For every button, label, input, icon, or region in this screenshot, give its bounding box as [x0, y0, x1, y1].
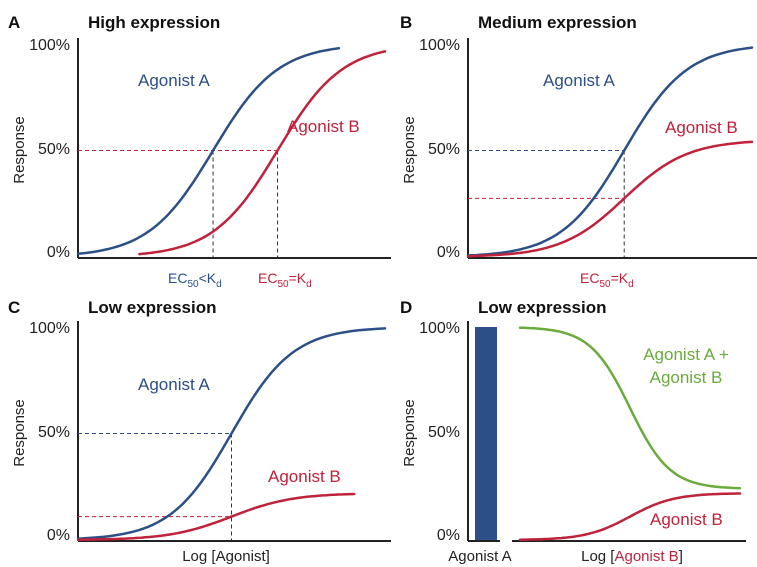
plot-area	[76, 38, 391, 259]
x-axis-label: Log [Agonist]	[182, 548, 270, 565]
ec50-annotation: EC50=Kd	[580, 270, 634, 290]
y-tick-label: 0%	[47, 244, 70, 261]
panel-title: High expression	[88, 13, 220, 32]
series-label: Agonist B	[268, 467, 341, 486]
panel-title: Medium expression	[478, 13, 637, 32]
panel-letter: C	[8, 298, 20, 317]
y-tick-label: 100%	[419, 37, 460, 54]
series-line-agonist-a	[76, 327, 387, 540]
series-line-agonist-b	[138, 50, 387, 256]
series-label: Agonist B	[650, 510, 723, 529]
series-line-agonist-b	[518, 492, 742, 541]
y-axis-label: Response	[11, 399, 28, 467]
series-label: Agonist A +	[643, 345, 729, 364]
y-tick-label: 50%	[428, 424, 460, 441]
y-tick-label: 100%	[29, 320, 70, 337]
series-label: Agonist A	[138, 71, 210, 90]
panel-title: Low expression	[88, 298, 216, 317]
x-axis-label: Log [Agonist B]	[581, 548, 683, 565]
series-line-agonist-b	[466, 140, 754, 258]
series-line-agonist-a	[466, 46, 754, 257]
panel-d: D Low expression Response 100% 50% 0% Ag…	[400, 298, 746, 565]
y-tick-label: 100%	[29, 37, 70, 54]
panel-title: Low expression	[478, 298, 606, 317]
panel-letter: B	[400, 13, 412, 32]
panel-a: A High expression Response 100% 50% 0% A…	[8, 13, 391, 290]
y-tick-label: 50%	[428, 141, 460, 158]
y-tick-label: 50%	[38, 424, 70, 441]
agonist-a-bar	[475, 327, 497, 540]
panel-letter: D	[400, 298, 412, 317]
series-label: Agonist B	[287, 117, 360, 136]
y-axis-label: Response	[401, 399, 418, 467]
y-tick-label: 50%	[38, 141, 70, 158]
y-tick-label: 100%	[419, 320, 460, 337]
series-line-agonist-b	[76, 492, 356, 541]
plot-area	[467, 321, 746, 543]
plot-area	[466, 38, 757, 259]
y-tick-label: 0%	[437, 244, 460, 261]
series-line-agonist-a	[76, 46, 341, 256]
panel-letter: A	[8, 13, 20, 32]
series-label: Agonist B	[650, 368, 723, 387]
series-line-agonist-a-agonist-b	[518, 326, 742, 490]
ec50-annotation: EC50<Kd	[168, 270, 222, 290]
series-label: Agonist B	[665, 118, 738, 137]
bar-x-label: Agonist A	[448, 548, 511, 565]
y-tick-label: 0%	[437, 527, 460, 544]
y-tick-label: 0%	[47, 527, 70, 544]
panel-c: C Low expression Response 100% 50% 0% Ag…	[8, 298, 391, 565]
series-label: Agonist A	[138, 375, 210, 394]
y-axis-label: Response	[401, 116, 418, 184]
plot-area	[76, 321, 391, 542]
y-axis-label: Response	[11, 116, 28, 184]
series-label: Agonist A	[543, 71, 615, 90]
ec50-annotation: EC50=Kd	[258, 270, 312, 290]
panel-b: B Medium expression Response 100% 50% 0%…	[400, 13, 757, 290]
